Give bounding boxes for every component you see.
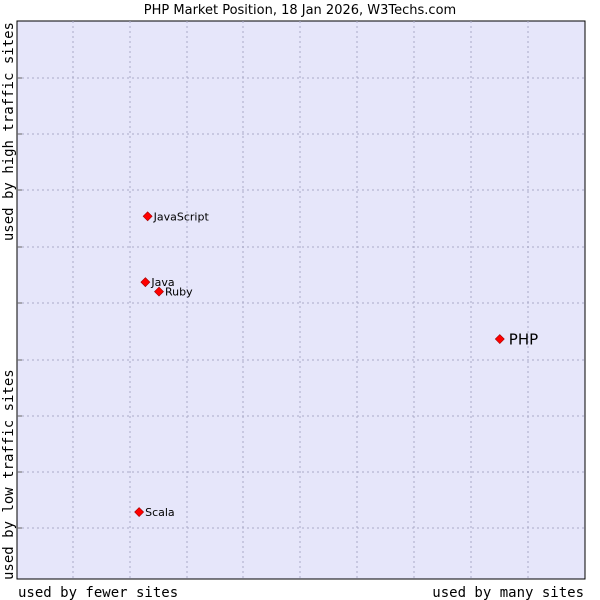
y-axis-label-bottom: used by low traffic sites xyxy=(1,369,17,580)
chart-title: PHP Market Position, 18 Jan 2026, W3Tech… xyxy=(144,3,456,18)
grid-lines xyxy=(17,21,585,579)
y-axis-label-top: used by high traffic sites xyxy=(1,22,17,241)
point-label-scala: Scala xyxy=(145,506,175,519)
point-marker-scala xyxy=(134,507,145,517)
x-axis-label-left: used by fewer sites xyxy=(18,585,178,600)
point-marker-php xyxy=(494,334,505,344)
point-label-javascript: JavaScript xyxy=(153,210,210,223)
point-label-php: PHP xyxy=(509,331,538,349)
point-label-java: Java xyxy=(150,276,174,289)
point-marker-ruby xyxy=(154,286,164,297)
point-marker-java xyxy=(140,277,151,288)
plot-area xyxy=(16,20,586,580)
x-axis-label-right: used by many sites xyxy=(432,585,584,600)
point-marker-javascript xyxy=(142,211,153,222)
point-label-ruby: Ruby xyxy=(165,286,193,299)
